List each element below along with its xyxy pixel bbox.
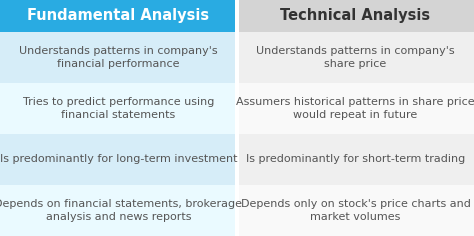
FancyBboxPatch shape [0, 134, 237, 185]
FancyBboxPatch shape [237, 83, 474, 134]
FancyBboxPatch shape [237, 32, 474, 83]
FancyBboxPatch shape [237, 134, 474, 185]
Text: Is predominantly for short-term trading: Is predominantly for short-term trading [246, 154, 465, 164]
Text: Fundamental Analysis: Fundamental Analysis [27, 8, 210, 23]
FancyBboxPatch shape [0, 83, 237, 134]
FancyBboxPatch shape [0, 185, 474, 187]
FancyBboxPatch shape [237, 185, 474, 236]
Text: Understands patterns in company's
share price: Understands patterns in company's share … [256, 46, 455, 69]
Text: Understands patterns in company's
financial performance: Understands patterns in company's financ… [19, 46, 218, 69]
FancyBboxPatch shape [235, 0, 239, 236]
FancyBboxPatch shape [0, 32, 237, 83]
Text: Is predominantly for long-term investment: Is predominantly for long-term investmen… [0, 154, 237, 164]
Text: Depends on financial statements, brokerage
analysis and news reports: Depends on financial statements, brokera… [0, 199, 243, 222]
Text: Tries to predict performance using
financial statements: Tries to predict performance using finan… [23, 97, 214, 120]
FancyBboxPatch shape [0, 185, 237, 236]
FancyBboxPatch shape [0, 83, 474, 84]
Text: Depends only on stock's price charts and
market volumes: Depends only on stock's price charts and… [241, 199, 470, 222]
FancyBboxPatch shape [237, 0, 474, 32]
FancyBboxPatch shape [0, 0, 237, 32]
Text: Assumers historical patterns in share price
would repeat in future: Assumers historical patterns in share pr… [236, 97, 474, 120]
FancyBboxPatch shape [0, 134, 474, 136]
Text: Technical Analysis: Technical Analysis [281, 8, 430, 23]
